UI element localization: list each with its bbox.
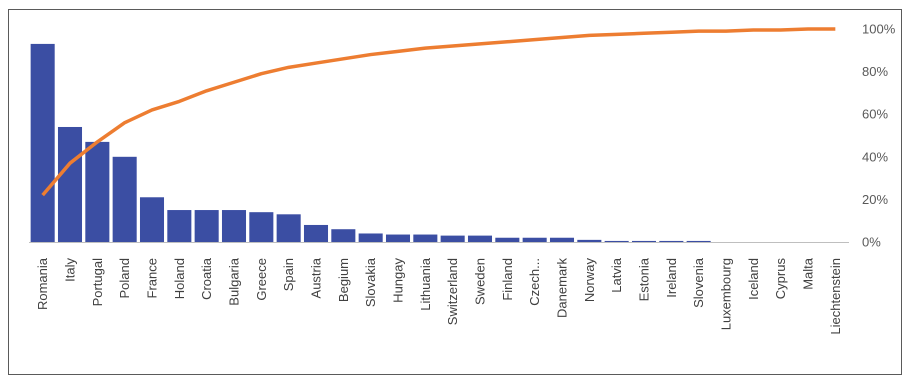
category-label-cyprus: Cyprus [773, 258, 788, 300]
bar-holand [167, 210, 192, 242]
chart-frame [8, 9, 902, 375]
category-label-slovenia: Slovenia [691, 257, 706, 308]
category-label-begium: Begium [336, 258, 351, 302]
bar-poland [112, 156, 137, 242]
bar-slovakia [358, 233, 383, 242]
right-tick-0pct: 0% [862, 235, 881, 250]
category-label-switzerland: Switzerland [445, 258, 460, 325]
bar-danemark [549, 237, 575, 242]
category-label-bulgaria: Bulgaria [227, 257, 242, 305]
category-label-luxembourg: Luxembourg [719, 258, 734, 330]
category-label-spain: Spain [281, 258, 296, 291]
right-tick-80pct: 80% [862, 64, 888, 79]
cumulative-line [41, 27, 836, 197]
bar-slovenia [686, 240, 711, 242]
category-label-italy: Italy [63, 258, 78, 282]
bar-bulgaria [221, 210, 247, 242]
category-label-estonia: Estonia [637, 257, 652, 301]
category-label-malta: Malta [801, 257, 816, 290]
right-axis-ticks: 0% 20% 40% 60% 80% 100% [862, 22, 896, 250]
bar-hungay [385, 234, 411, 242]
category-label-czech: Czech... [527, 258, 542, 306]
category-label-romania: Romania [35, 257, 50, 310]
bar-latvia [604, 240, 629, 242]
bar-lithuania [413, 234, 438, 242]
category-label-poland: Poland [117, 258, 132, 298]
category-label-greece: Greece [254, 258, 269, 301]
bar-estonia [631, 240, 657, 242]
bar-ireland [659, 240, 684, 242]
category-label-iceland: Iceland [746, 258, 761, 300]
bar-italy [57, 126, 83, 242]
category-label-danemark: Danemark [555, 258, 570, 318]
category-label-ireland: Ireland [664, 258, 679, 298]
bar-begium [331, 229, 356, 242]
bar-austria [303, 224, 329, 242]
category-label-liechtenstein: Liechtenstein [828, 258, 843, 335]
category-label-lithuania: Lithuania [418, 257, 433, 311]
right-tick-40pct: 40% [862, 149, 888, 164]
bar-group [30, 43, 711, 242]
category-label-portugal: Portugal [90, 258, 105, 307]
right-tick-20pct: 20% [862, 192, 888, 207]
right-tick-100pct: 100% [862, 22, 896, 37]
category-label-holand: Holand [172, 258, 187, 299]
bar-finland [495, 237, 520, 242]
category-label-finland: Finland [500, 258, 515, 301]
right-tick-60pct: 60% [862, 107, 888, 122]
category-labels: Romania Italy Portugal Poland France Holand Cr… [35, 257, 843, 334]
category-label-norway: Norway [582, 258, 597, 303]
category-label-france: France [145, 258, 160, 298]
bar-romania [30, 43, 55, 242]
bar-france [139, 197, 165, 242]
bar-greece [249, 212, 274, 242]
bar-portugal [85, 141, 110, 242]
category-label-sweden: Sweden [473, 258, 488, 305]
bar-croatia [194, 210, 219, 242]
bar-norway [577, 239, 602, 242]
category-label-croatia: Croatia [199, 257, 214, 300]
bar-czech [522, 237, 547, 242]
category-label-slovakia: Slovakia [363, 257, 378, 307]
bar-sweden [467, 235, 493, 242]
category-label-latvia: Latvia [609, 257, 624, 292]
bar-spain [276, 214, 301, 242]
bar-switzerland [440, 235, 465, 242]
category-label-hungay: Hungay [391, 258, 406, 303]
category-label-austria: Austria [309, 257, 324, 298]
